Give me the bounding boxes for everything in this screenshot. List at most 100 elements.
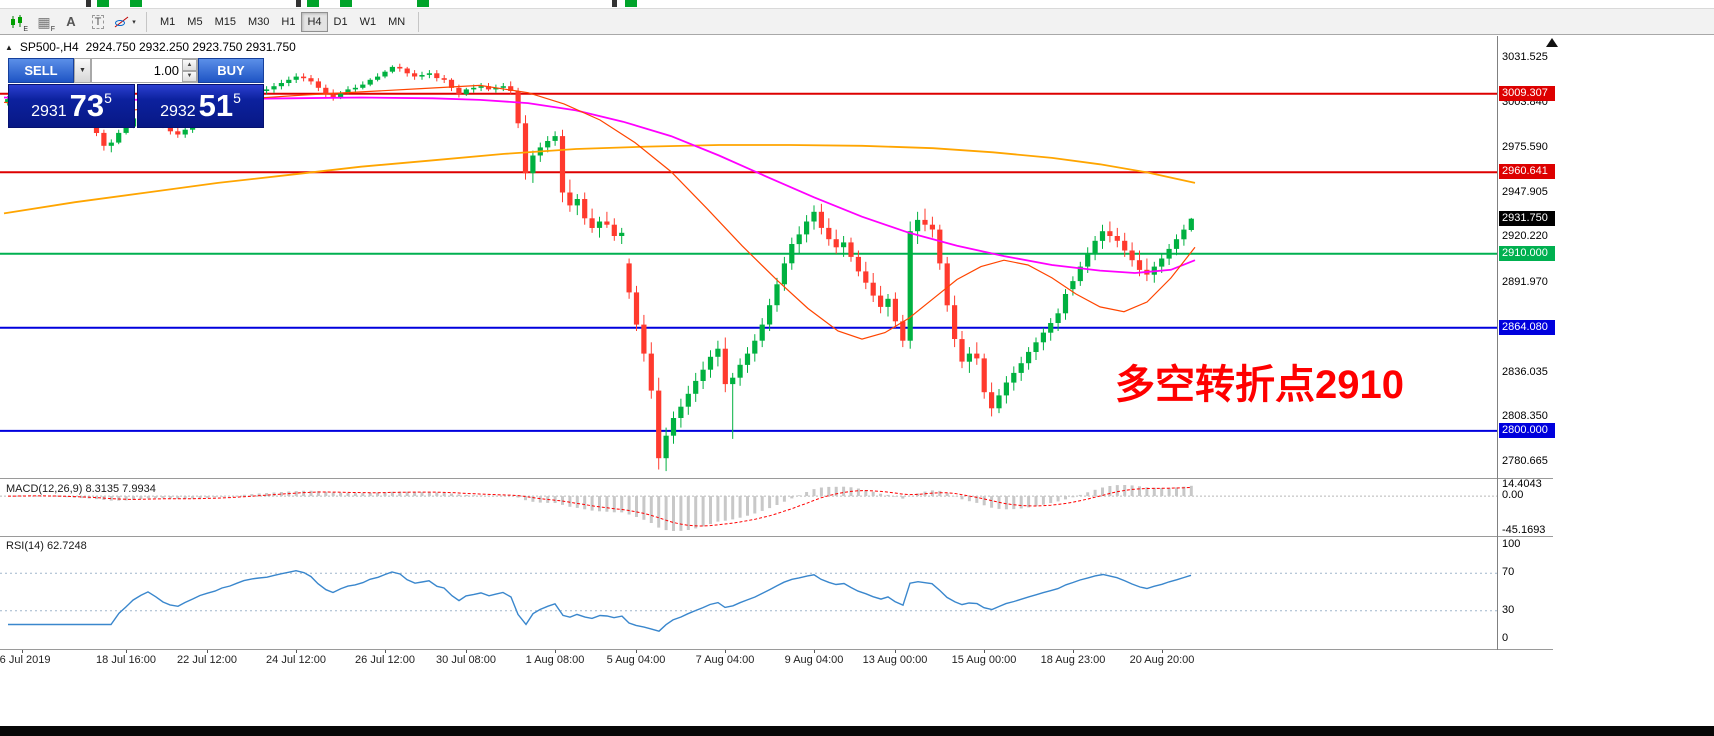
panel-separator (0, 478, 1553, 479)
time-label: 15 Aug 00:00 (951, 654, 1017, 666)
time-label: 22 Jul 12:00 (177, 654, 237, 666)
macd-scale-label: 14.4043 (1502, 478, 1542, 490)
price-line-label: 2800.000 (1499, 423, 1555, 438)
price-line-label: 3009.307 (1499, 86, 1555, 101)
time-label: 9 Aug 04:00 (784, 654, 844, 666)
buy-button[interactable]: BUY (198, 58, 264, 83)
sell-button[interactable]: SELL (8, 58, 74, 83)
rsi-scale-label: 70 (1502, 566, 1515, 578)
timeframe-button-W1[interactable]: W1 (354, 12, 383, 32)
grid-glyph: ▦ (37, 13, 51, 30)
price-tick: 2891.970 (1502, 276, 1548, 288)
timeframe-button-H1[interactable]: H1 (275, 12, 301, 32)
time-label: 20 Aug 20:00 (1129, 654, 1195, 666)
grid-tool-icon[interactable]: ▦ F (31, 11, 57, 33)
time-tick (725, 650, 726, 653)
time-label: 13 Aug 00:00 (862, 654, 928, 666)
text-tool-icon[interactable]: A (58, 11, 84, 33)
ask-price-box[interactable]: 2932 51 5 (137, 84, 264, 128)
time-tick (895, 650, 896, 653)
time-label: 18 Aug 23:00 (1040, 654, 1106, 666)
window-artifact (97, 0, 109, 7)
window-artifact (612, 0, 617, 7)
timeframe-button-M1[interactable]: M1 (154, 12, 181, 32)
window-artifact (625, 0, 637, 7)
macd-scale-label: 0.00 (1502, 489, 1524, 501)
order-type-dropdown[interactable]: ▼ (74, 58, 91, 83)
price-tick: 2836.035 (1502, 366, 1548, 378)
time-label: 16 Jul 2019 (0, 654, 51, 666)
price-tick: 2808.350 (1502, 410, 1548, 422)
window-artifact (296, 0, 301, 7)
trade-controls-row: SELL ▼ 1.00 ▲ ▼ BUY (8, 58, 264, 83)
price-axis[interactable]: 3031.525 3003.840 2975.590 2947.905 2920.220… (1497, 36, 1555, 650)
macd-scale-label: -45.1693 (1502, 524, 1546, 536)
rsi-scale-label: 0 (1502, 632, 1509, 644)
price-line-label: 2864.080 (1499, 320, 1555, 335)
macd-label: MACD(12,26,9) 8.3135 7.9934 (6, 483, 156, 495)
candlestick-glyph (11, 14, 22, 28)
time-label: 7 Aug 04:00 (695, 654, 755, 666)
price-tick: 2780.665 (1502, 455, 1548, 467)
toolbar-separator (146, 11, 147, 32)
panel-separator (0, 649, 1553, 650)
shapes-tool-icon[interactable]: ▾ (112, 11, 138, 33)
window-artifact (307, 0, 319, 7)
time-label: 18 Jul 16:00 (96, 654, 156, 666)
rsi-indicator-panel[interactable] (0, 537, 1497, 649)
timeframe-button-M5[interactable]: M5 (181, 12, 208, 32)
quote-row: 2931 73 5 2932 51 5 (8, 84, 264, 128)
symbol-period-label: SP500-,H4 (19, 40, 79, 54)
time-tick (466, 650, 467, 653)
timeframe-button-D1[interactable]: D1 (328, 12, 354, 32)
scroll-arrow-icon[interactable] (1546, 38, 1558, 47)
price-tick: 2975.590 (1502, 141, 1548, 153)
time-tick (1073, 650, 1074, 653)
volume-spinner: ▲ ▼ (182, 59, 197, 82)
time-label: 1 Aug 08:00 (525, 654, 585, 666)
timeframe-button-M30[interactable]: M30 (242, 12, 275, 32)
textbox-tool-glyph: T (91, 14, 105, 29)
toolbar: E ▦ F A T ▾ M1 M5 M15 M30 H1 H4 D1 W1 MN (0, 8, 1714, 35)
time-tick (385, 650, 386, 653)
time-axis[interactable]: 16 Jul 2019 18 Jul 16:00 22 Jul 12:00 24 Ju… (0, 650, 1553, 672)
chart-annotation-text: 多空转折点2910 (1115, 363, 1404, 407)
toolbar-separator (418, 11, 420, 32)
volume-value: 1.00 (153, 63, 179, 78)
rsi-label: RSI(14) 62.7248 (6, 540, 87, 552)
bottom-bar (0, 726, 1714, 736)
ask-frac: 51 (198, 88, 234, 123)
volume-increase-button[interactable]: ▲ (182, 59, 197, 71)
price-line-label: 2931.750 (1499, 211, 1555, 226)
time-tick (1162, 650, 1163, 653)
textbox-tool-icon[interactable]: T (85, 11, 111, 33)
price-tick: 3031.525 (1502, 51, 1548, 63)
tool-subscript: E (23, 25, 28, 33)
volume-decrease-button[interactable]: ▼ (182, 70, 197, 82)
time-tick (555, 650, 556, 653)
rsi-scale-label: 100 (1502, 538, 1521, 550)
timeframe-button-MN[interactable]: MN (382, 12, 411, 32)
time-label: 26 Jul 12:00 (355, 654, 415, 666)
time-tick (22, 650, 23, 653)
time-label: 5 Aug 04:00 (606, 654, 666, 666)
price-tick: 2947.905 (1502, 186, 1548, 198)
shapes-glyph (114, 16, 129, 27)
volume-field[interactable]: 1.00 ▲ ▼ (91, 58, 198, 83)
collapse-panel-icon[interactable]: ▲ (5, 42, 13, 52)
time-tick (126, 650, 127, 653)
candlestick-tool-icon[interactable]: E (4, 11, 30, 33)
price-tick: 2920.220 (1502, 230, 1548, 242)
macd-indicator-panel[interactable] (0, 479, 1497, 536)
time-tick (814, 650, 815, 653)
chevron-down-icon: ▾ (132, 18, 136, 26)
timeframe-group: M1 M5 M15 M30 H1 H4 D1 W1 MN (154, 11, 411, 33)
timeframe-button-H4[interactable]: H4 (301, 11, 328, 32)
timeframe-button-M15[interactable]: M15 (209, 12, 242, 32)
time-label: 24 Jul 12:00 (266, 654, 326, 666)
bid-price-box[interactable]: 2931 73 5 (8, 84, 135, 128)
price-line-label: 2960.641 (1499, 164, 1555, 179)
window-top-strip (0, 0, 1714, 8)
bid-frac: 73 (69, 88, 105, 123)
